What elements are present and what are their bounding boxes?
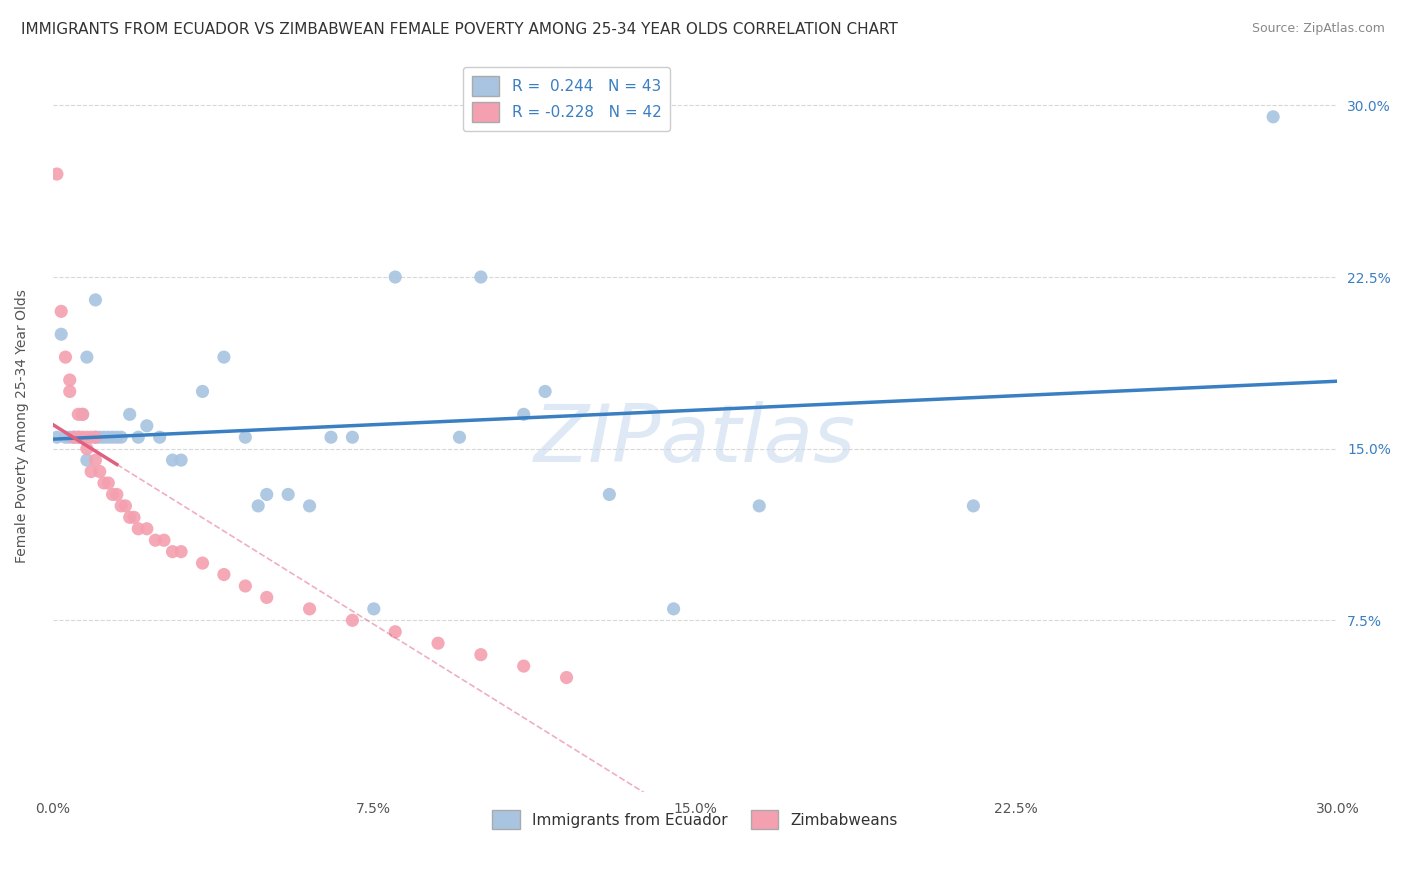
Point [59,430,82,444]
Point [84,453,107,467]
Point [84,430,107,444]
Point [122,510,145,524]
Point [512,659,534,673]
Point [76,453,98,467]
Point [101,430,124,444]
Point [118,408,141,422]
Point [962,499,984,513]
Point [162,544,184,558]
Text: IMMIGRANTS FROM ECUADOR VS ZIMBABWEAN FEMALE POVERTY AMONG 25-34 YEAR OLDS CORRE: IMMIGRANTS FROM ECUADOR VS ZIMBABWEAN FE… [21,22,898,37]
Point [555,671,578,685]
Point [233,430,256,444]
Point [118,510,141,524]
Point [162,453,184,467]
Point [1263,110,1285,124]
Point [72,408,94,422]
Point [298,499,321,513]
Point [63,430,86,444]
Point [105,430,128,444]
Point [256,487,278,501]
Point [72,430,94,444]
Text: Source: ZipAtlas.com: Source: ZipAtlas.com [1251,22,1385,36]
Point [277,487,299,501]
Point [84,293,107,307]
Point [80,465,103,479]
Point [427,636,450,650]
Point [662,602,685,616]
Point [101,487,124,501]
Point [110,430,132,444]
Point [76,442,98,456]
Point [114,499,136,513]
Point [76,430,98,444]
Point [598,487,620,501]
Legend: Immigrants from Ecuador, Zimbabweans: Immigrants from Ecuador, Zimbabweans [486,804,904,836]
Point [135,418,157,433]
Point [105,487,128,501]
Point [67,430,90,444]
Point [170,544,193,558]
Point [93,475,115,490]
Point [76,350,98,364]
Y-axis label: Female Poverty Among 25-34 Year Olds: Female Poverty Among 25-34 Year Olds [15,289,30,563]
Point [342,430,364,444]
Point [67,430,90,444]
Point [97,475,120,490]
Point [45,167,67,181]
Point [212,567,235,582]
Point [256,591,278,605]
Point [72,408,94,422]
Point [89,430,111,444]
Point [55,430,77,444]
Point [233,579,256,593]
Point [51,304,73,318]
Point [59,373,82,387]
Point [534,384,557,399]
Point [363,602,385,616]
Point [191,384,214,399]
Point [748,499,770,513]
Point [298,602,321,616]
Point [55,350,77,364]
Point [247,499,270,513]
Point [127,522,149,536]
Point [191,556,214,570]
Point [80,430,103,444]
Point [97,430,120,444]
Text: ZIPatlas: ZIPatlas [534,401,856,479]
Point [384,270,406,285]
Point [45,430,67,444]
Point [512,408,534,422]
Point [127,430,149,444]
Point [135,522,157,536]
Point [89,465,111,479]
Point [51,327,73,342]
Point [212,350,235,364]
Point [63,430,86,444]
Point [110,499,132,513]
Point [67,408,90,422]
Point [170,453,193,467]
Point [384,624,406,639]
Point [93,430,115,444]
Point [149,430,172,444]
Point [319,430,342,444]
Point [59,384,82,399]
Point [145,533,167,548]
Point [153,533,176,548]
Point [470,270,492,285]
Point [84,430,107,444]
Point [342,613,364,627]
Point [449,430,471,444]
Point [470,648,492,662]
